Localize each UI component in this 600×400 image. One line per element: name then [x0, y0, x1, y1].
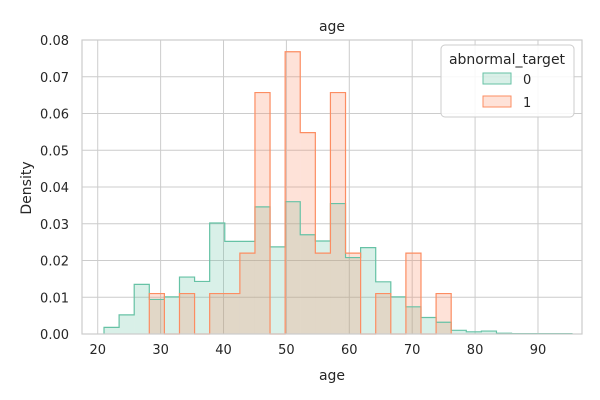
y-tick-label-4: 0.04: [40, 181, 69, 196]
y-tick-label-8: 0.08: [40, 34, 69, 49]
bar-series-0-20: [405, 306, 421, 334]
bar-series-1-13: [345, 253, 361, 334]
bar-series-0-5: [179, 277, 195, 334]
bar-series-0-4: [164, 296, 180, 334]
axes-border: [81, 39, 583, 335]
x-tick-label-3: 50: [278, 343, 295, 358]
bar-series-0-13: [300, 234, 316, 334]
outline-series-1: [148, 51, 452, 335]
x-tick-label-5: 70: [404, 343, 421, 358]
legend-box: [440, 44, 575, 118]
bar-series-0-24: [466, 331, 482, 334]
bar-series-0-6: [194, 281, 210, 334]
bar-series-1-9: [285, 51, 301, 334]
bar-series-0-14: [315, 241, 331, 334]
bar-series-1-10: [300, 132, 316, 334]
chart-title: age: [319, 19, 345, 35]
bar-series-1-4: [209, 293, 225, 334]
bar-series-1-6: [239, 253, 255, 334]
bar-series-0-17: [360, 247, 376, 334]
bar-series-1-17: [405, 253, 421, 334]
x-axis-label: age: [319, 368, 345, 384]
bar-series-1-19: [436, 293, 452, 334]
bar-series-0-3: [149, 299, 165, 334]
histogram-bars: [103, 51, 573, 335]
y-axis-label: Density: [19, 161, 35, 214]
x-tick-label-1: 30: [152, 343, 169, 358]
bar-series-0-16: [345, 257, 361, 334]
bar-series-0-12: [285, 201, 301, 334]
y-tick-label-3: 0.03: [40, 218, 69, 233]
bar-series-0-21: [420, 317, 437, 334]
y-tick-label-5: 0.05: [40, 144, 69, 159]
bar-series-0-15: [330, 203, 346, 334]
y-tick-label-1: 0.01: [40, 291, 69, 306]
legend-title: abnormal_target: [449, 52, 566, 68]
bar-series-0-9: [239, 241, 255, 334]
legend-swatch-1: [482, 95, 512, 108]
bar-series-0-2: [134, 284, 150, 334]
y-tick-label-2: 0.02: [40, 255, 69, 270]
bar-series-0-23: [451, 330, 467, 334]
bar-series-1-5: [224, 293, 240, 334]
bar-series-1-15: [375, 293, 391, 334]
y-tick-label-6: 0.06: [40, 108, 69, 123]
bar-series-0-10: [254, 206, 271, 334]
bar-series-0-0: [104, 327, 120, 334]
legend-label-0: 0: [523, 73, 531, 88]
tick-labels: 20 30 40 50 60 70 80 90 0.00 0.01 0.02 0.03 0.04 0.05…: [40, 34, 546, 358]
bar-series-0-8: [224, 241, 240, 334]
y-tick-label-0: 0.00: [40, 328, 69, 343]
bar-series-0-7: [209, 223, 225, 334]
bar-series-1-2: [179, 293, 195, 334]
legend: abnormal_target 0 1: [440, 44, 575, 118]
x-tick-label-6: 80: [467, 343, 484, 358]
bar-series-0-22: [436, 322, 452, 334]
x-tick-label-4: 60: [341, 343, 358, 358]
bar-series-0-18: [375, 281, 391, 334]
legend-label-1: 1: [523, 96, 531, 111]
bar-series-0-25: [481, 331, 497, 334]
bar-series-1-11: [315, 253, 331, 334]
bar-series-0-1: [119, 314, 135, 334]
legend-swatch-0: [482, 72, 512, 85]
bar-series-0-19: [390, 296, 406, 334]
y-tick-label-7: 0.07: [40, 71, 69, 86]
x-tick-label-0: 20: [89, 343, 106, 358]
bar-series-1-7: [254, 92, 271, 335]
x-tick-label-7: 90: [530, 343, 547, 358]
bar-series-1-12: [330, 92, 346, 335]
x-tick-label-2: 40: [215, 343, 232, 358]
bar-series-1-0: [149, 293, 165, 334]
plot-frame: [81, 39, 583, 335]
bar-series-0-11: [270, 246, 286, 334]
